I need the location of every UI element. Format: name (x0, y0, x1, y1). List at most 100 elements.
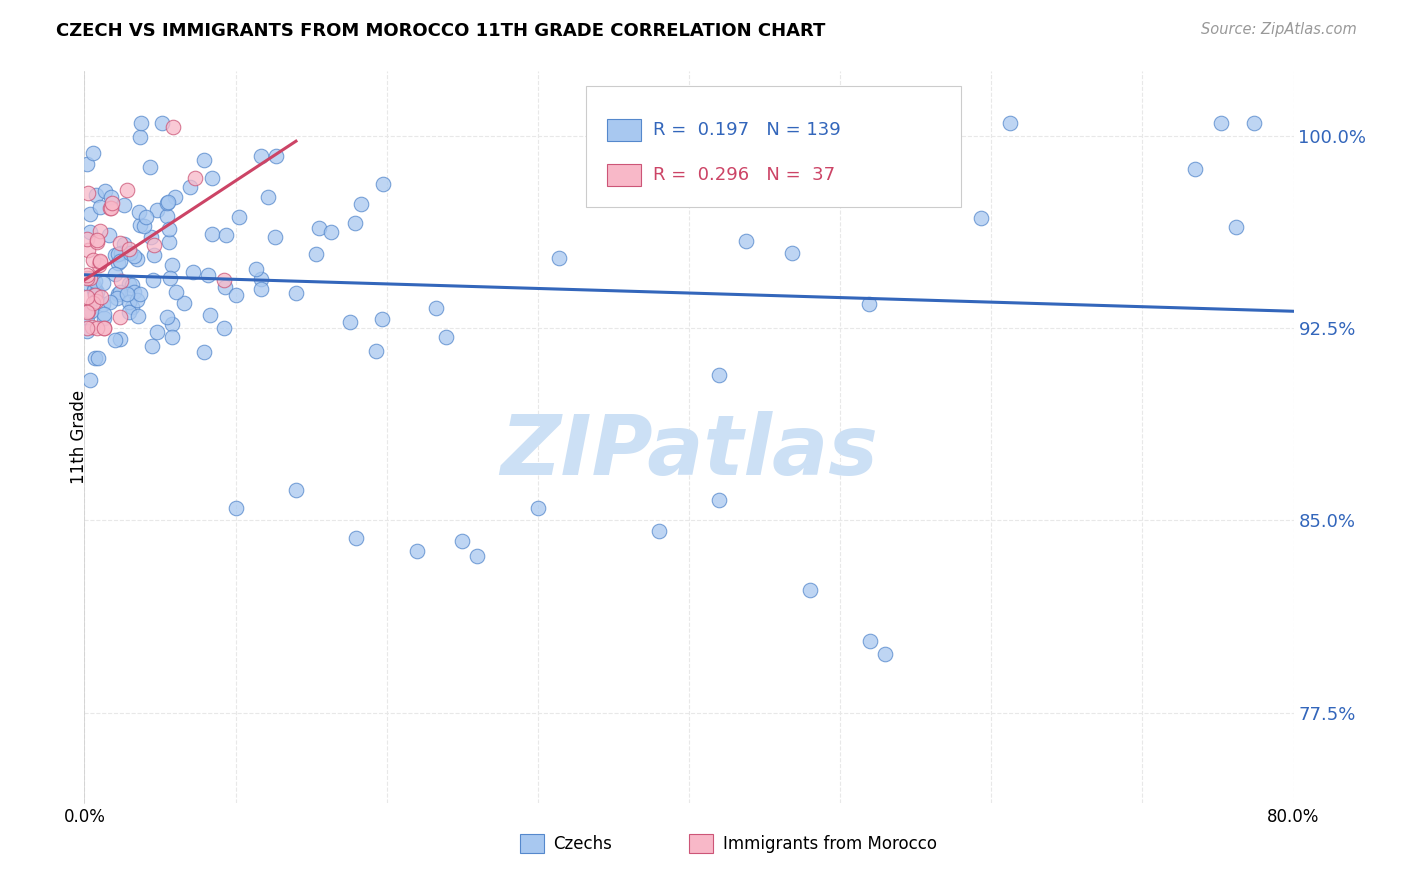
Text: Source: ZipAtlas.com: Source: ZipAtlas.com (1201, 22, 1357, 37)
Point (89, 224, 111, 238)
Point (76, 271, 98, 285)
Point (76, 157, 98, 171)
Point (76, 324, 98, 338)
Y-axis label: 11th Grade: 11th Grade (70, 390, 87, 484)
Point (86, 187, 108, 202)
Point (76, 268, 98, 282)
Point (156, 195, 179, 210)
Point (110, 274, 132, 288)
Point (83, 279, 105, 293)
Point (425, 301, 447, 316)
Point (139, 160, 162, 174)
Point (104, 248, 127, 262)
Point (129, 116, 152, 130)
Point (250, 282, 273, 296)
Point (285, 483, 308, 497)
Point (156, 310, 179, 324)
Point (84, 351, 107, 365)
Point (321, 225, 343, 239)
Point (104, 333, 127, 347)
Point (257, 189, 280, 203)
Point (122, 249, 145, 263)
Point (201, 171, 224, 186)
Point (89, 254, 111, 268)
Point (371, 177, 394, 191)
Point (142, 237, 165, 252)
Point (162, 120, 184, 135)
Point (807, 157, 830, 171)
Point (941, 176, 963, 190)
Point (193, 153, 215, 167)
Point (86, 321, 108, 335)
Text: ZIPatlas: ZIPatlas (501, 411, 877, 492)
Point (91, 277, 114, 291)
Point (76, 276, 98, 290)
Point (118, 305, 141, 319)
Point (225, 288, 247, 302)
Point (79, 225, 101, 239)
Point (121, 300, 143, 314)
Point (107, 247, 129, 261)
Text: Czechs: Czechs (554, 835, 613, 853)
Point (245, 261, 267, 276)
Point (157, 235, 180, 249)
Point (998, 116, 1021, 130)
Point (80, 303, 103, 318)
Point (105, 291, 128, 305)
Point (129, 130, 152, 145)
Point (146, 326, 169, 340)
Point (200, 309, 222, 323)
Point (118, 245, 141, 260)
Point (76, 310, 98, 324)
Point (107, 286, 129, 301)
Point (86, 285, 108, 299)
Point (129, 218, 152, 232)
Point (122, 285, 145, 300)
Point (135, 211, 157, 225)
Bar (689, 834, 713, 853)
Point (89, 255, 111, 269)
Point (970, 211, 993, 225)
Point (285, 286, 308, 301)
Point (1184, 161, 1206, 176)
Point (371, 311, 394, 326)
Point (263, 230, 285, 244)
Point (86, 233, 108, 247)
Point (118, 294, 141, 309)
Point (127, 310, 149, 324)
Point (100, 201, 122, 215)
Point (904, 116, 927, 130)
Point (166, 285, 188, 299)
Point (858, 296, 880, 310)
Point (125, 293, 148, 307)
Bar (607, 164, 641, 186)
Point (434, 330, 457, 344)
Point (110, 246, 132, 260)
Point (264, 149, 287, 163)
Point (648, 524, 671, 538)
Point (707, 368, 730, 383)
Point (79, 271, 101, 285)
Point (89, 200, 111, 214)
Bar (607, 119, 641, 141)
Point (84, 287, 107, 301)
Point (467, 549, 489, 564)
Text: CZECH VS IMMIGRANTS FROM MOROCCO 11TH GRADE CORRELATION CHART: CZECH VS IMMIGRANTS FROM MOROCCO 11TH GR… (56, 22, 825, 40)
Point (87, 351, 110, 365)
Point (128, 205, 150, 219)
Point (1225, 220, 1247, 235)
Point (118, 277, 141, 292)
Point (799, 582, 821, 597)
Point (181, 265, 204, 279)
Point (212, 321, 235, 335)
Point (859, 634, 882, 648)
Point (76, 290, 98, 304)
Point (108, 332, 131, 346)
Text: Immigrants from Morocco: Immigrants from Morocco (723, 835, 936, 853)
Point (77, 186, 100, 200)
Point (142, 248, 165, 262)
Point (366, 343, 388, 358)
Point (98, 201, 121, 215)
Point (76, 321, 98, 335)
Point (134, 219, 156, 233)
